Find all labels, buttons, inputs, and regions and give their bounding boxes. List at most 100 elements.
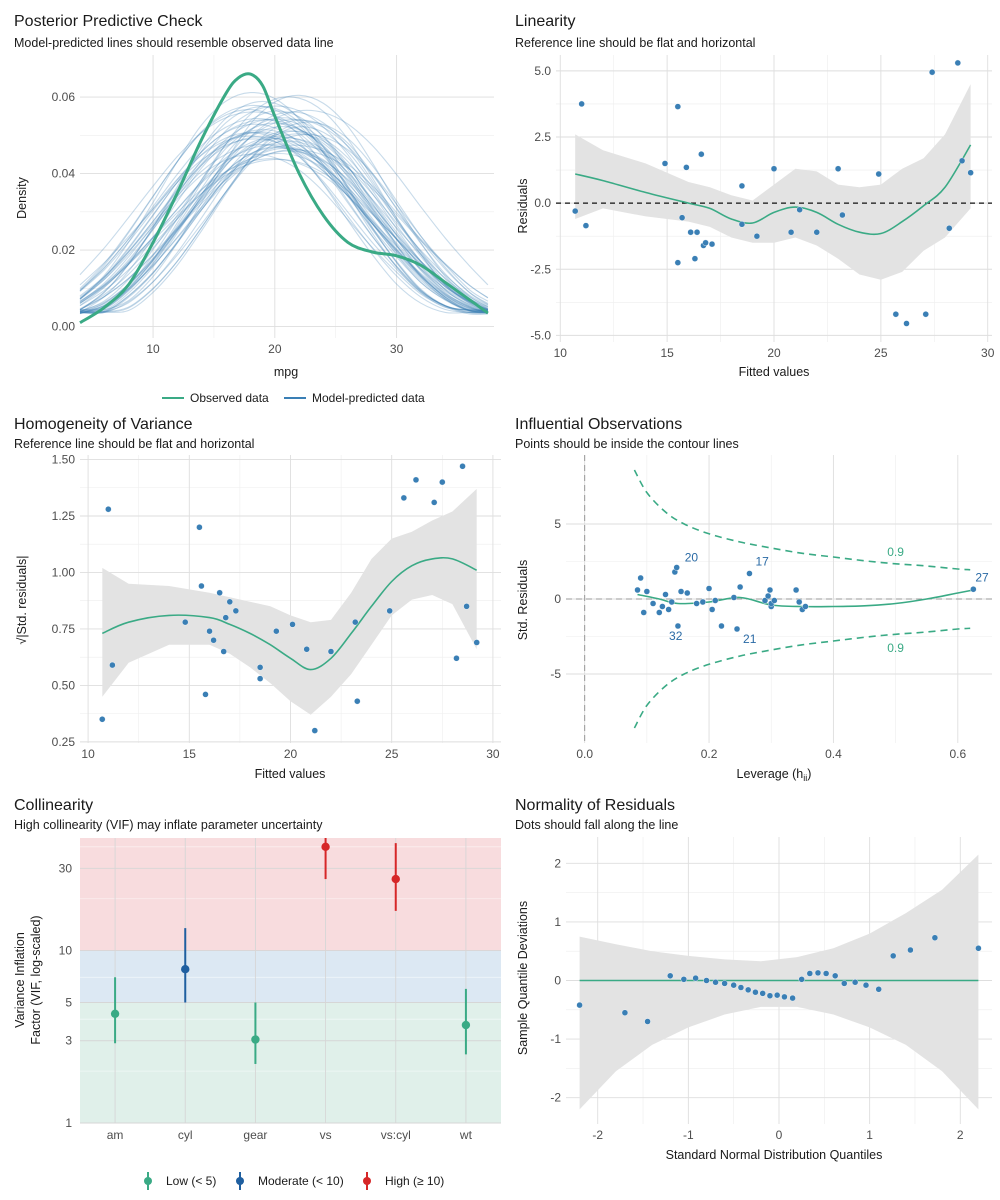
ppc-y-tick-label: 0.00 (52, 320, 76, 334)
ppc-y-tick-label: 0.02 (52, 243, 76, 257)
homogeneity-title: Homogeneity of Variance (14, 416, 193, 433)
influential-point (730, 594, 738, 601)
normality-point (931, 934, 939, 941)
collinearity-x-tick-label: vs (320, 1128, 332, 1142)
legend-key-moderate (236, 1172, 244, 1190)
ppc-predicted-draw-line (79, 133, 489, 314)
influential-point (761, 597, 769, 604)
influential-point (649, 600, 657, 607)
collinearity-y-tick-label: 3 (65, 1034, 72, 1048)
normality-point (576, 1001, 583, 1009)
linearity-point (834, 165, 842, 172)
linearity-point (572, 207, 579, 215)
linearity-x-axis-label: Fitted values (739, 365, 810, 379)
linearity-point (875, 170, 882, 178)
ppc-predicted-draw-line (79, 118, 489, 312)
ppc-predicted-draw-line (79, 110, 488, 313)
normality-point (831, 972, 839, 980)
collinearity-vif-point (321, 842, 330, 852)
homogeneity-point (256, 664, 264, 671)
collinearity-x-tick-label: vs:cyl (381, 1128, 411, 1142)
linearity-ribbon (575, 84, 971, 280)
homogeneity-point (289, 621, 296, 628)
collinearity-vif-point (110, 1009, 120, 1018)
normality-subtitle: Dots should fall along the line (515, 818, 678, 832)
homogeneity-point (109, 661, 116, 669)
collinearity-subtitle: High collinearity (VIF) may inflate para… (14, 818, 323, 832)
normality-y-tick-label: 2 (554, 856, 561, 870)
ppc-predicted-draw-line (79, 133, 489, 314)
ppc-predicted-draw-line (79, 119, 489, 310)
normality-point (621, 1009, 629, 1016)
linearity-gridlines (556, 55, 992, 342)
linearity-confidence-band (575, 84, 971, 280)
linearity-y-tick-label: -2.5 (530, 262, 551, 276)
influential-y-tick-label: 5 (554, 517, 561, 531)
homogeneity-point (216, 589, 223, 596)
influential-point-label: 21 (743, 632, 757, 646)
ppc-predicted-draw-line (79, 122, 488, 313)
homogeneity-point (105, 506, 112, 513)
collinearity-low-zone (80, 1002, 501, 1123)
linearity-tick-labels: 10 15 20 25 30 -5.0 -2.5 0.0 2.5 5.0 (530, 64, 994, 360)
influential-title: Influential Observations (515, 416, 682, 433)
ppc-predicted-draw-line (79, 140, 489, 314)
influential-subtitle: Points should be inside the contour line… (515, 437, 739, 451)
linearity-x-tick-label: 10 (554, 346, 568, 360)
linearity-point (753, 232, 761, 240)
linearity-x-tick-label: 15 (660, 346, 674, 360)
normality-points (576, 934, 982, 1025)
ppc-predicted-draw-line (79, 111, 489, 312)
influential-point-labels: 20 17 32 21 27 (669, 551, 989, 647)
ppc-legend: Observed data Model-predicted data (162, 391, 425, 405)
influential-contour-label: 0.9 (887, 641, 904, 655)
legend-label-predicted: Model-predicted data (312, 391, 425, 405)
linearity-point (954, 59, 962, 67)
homogeneity-point (386, 607, 393, 615)
homogeneity-y-tick-label: 1.25 (52, 509, 76, 523)
influential-points (634, 564, 977, 633)
homogeneity-ribbon (102, 488, 477, 715)
homogeneity-point (459, 463, 466, 470)
homogeneity-point (256, 675, 264, 682)
normality-ribbon (579, 854, 979, 1110)
linearity-point (683, 164, 690, 171)
linearity-x-tick-label: 20 (767, 346, 781, 360)
influential-y-axis-label: Std. Residuals (516, 560, 530, 641)
influential-point (640, 609, 647, 616)
homogeneity-point (220, 648, 227, 655)
normality-point (752, 989, 759, 996)
ppc-predicted-draw-line (79, 121, 489, 313)
linearity-point (691, 255, 699, 262)
linearity-point (892, 311, 900, 318)
collinearity-y-tick-label: 10 (59, 944, 73, 958)
collinearity-y-axis-label-line2: Factor (VIF, log-scaled) (29, 915, 43, 1044)
normality-point (759, 990, 766, 997)
legend-key-low (144, 1172, 152, 1190)
influential-point (673, 564, 680, 571)
ppc-predicted-draw-line (79, 130, 489, 314)
collinearity-vif-point (391, 874, 400, 884)
linearity-point (693, 229, 701, 236)
ppc-predicted-draw-line (79, 104, 488, 312)
influential-point (766, 586, 774, 594)
ppc-predicted-draw-line (79, 123, 488, 313)
influential-point-label: 27 (975, 570, 989, 584)
normality-tick-labels: -2 -1 0 1 2 -2 -1 0 1 2 (550, 856, 964, 1142)
linearity-point (578, 100, 585, 108)
ppc-predicted-draw-line (79, 126, 488, 313)
ppc-predicted-draw-line (79, 117, 488, 312)
normality-point (744, 986, 752, 994)
linearity-loess-line (575, 144, 972, 236)
homogeneity-point (202, 691, 209, 698)
linearity-points (572, 59, 974, 327)
influential-x-tick-label: 0.0 (576, 747, 593, 761)
linearity-point (946, 225, 953, 232)
ppc-predicted-draw-line (79, 105, 488, 312)
linearity-y-tick-label: 5.0 (534, 64, 551, 78)
linearity-point (678, 214, 686, 221)
normality-y-tick-label: 1 (554, 915, 561, 929)
ppc-predicted-draw-line (79, 130, 489, 314)
influential-x-tick-label: 0.4 (825, 747, 842, 761)
normality-point (789, 994, 796, 1002)
